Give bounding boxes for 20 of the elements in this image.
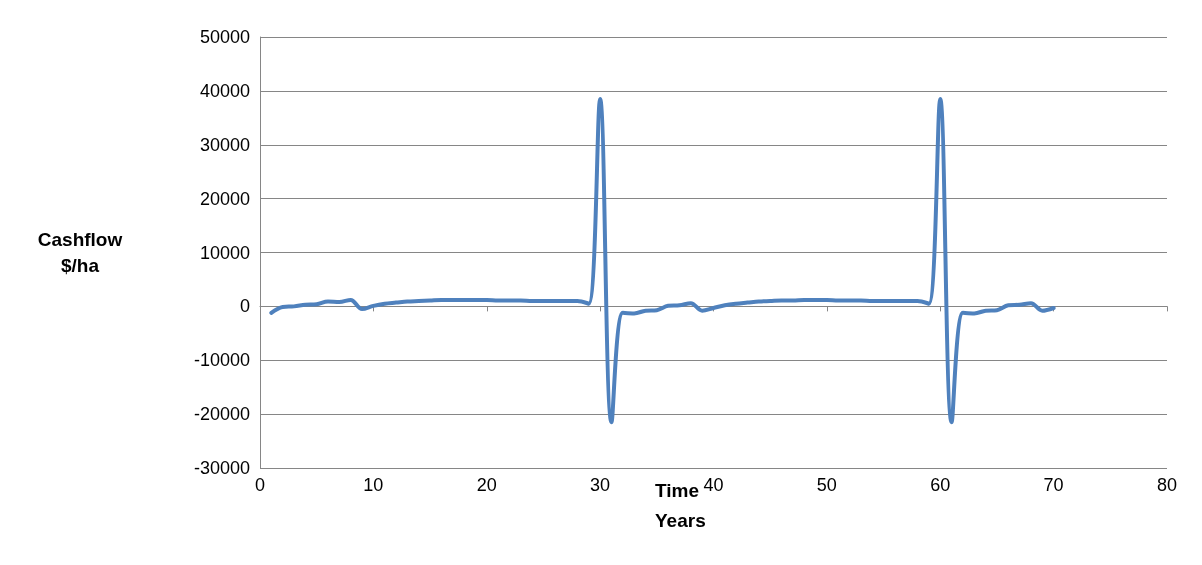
y-tick-label: 30000 — [199, 134, 250, 155]
x-tick-label: 70 — [1043, 475, 1064, 495]
x-tick-label: 20 — [476, 475, 497, 495]
y-tick-label: 40000 — [199, 80, 250, 101]
x-tick-label: 40 — [703, 475, 724, 495]
y-tick-label: 50000 — [199, 27, 250, 47]
y-tick-label: 0 — [239, 296, 250, 317]
x-tick-label: 0 — [254, 475, 266, 495]
y-tick-label: -20000 — [193, 404, 250, 425]
x-tick-label: 80 — [1156, 475, 1178, 495]
y-tick-label: 20000 — [199, 188, 250, 209]
y-axis-title: Cashflow $/ha — [37, 229, 123, 276]
line-series — [269, 96, 1056, 425]
x-tick-label: 60 — [930, 475, 951, 495]
x-tick-label: 30 — [590, 475, 611, 495]
y-tick-label: 10000 — [199, 242, 250, 263]
x-tick-label: 50 — [816, 475, 837, 495]
x-tick-label: 10 — [363, 475, 384, 495]
y-tick-label: -10000 — [193, 350, 250, 371]
y-tick-label: -30000 — [193, 458, 250, 478]
